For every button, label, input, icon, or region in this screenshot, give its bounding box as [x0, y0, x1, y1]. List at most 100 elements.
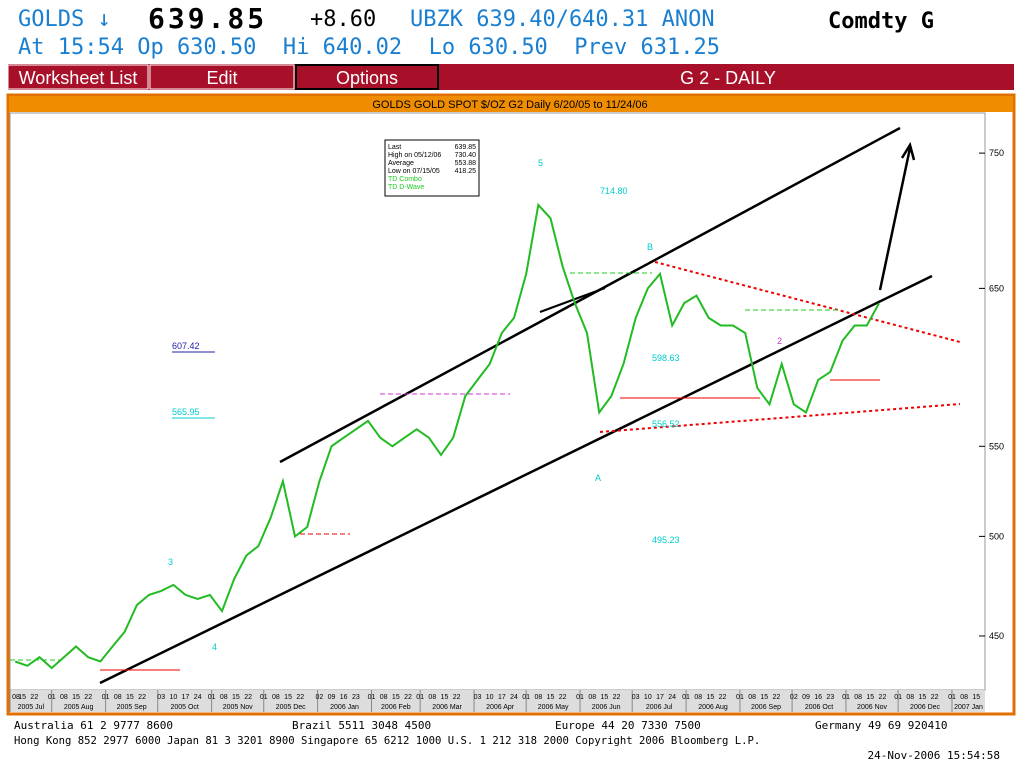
- x-day-label: 16: [814, 694, 822, 701]
- footer-text: Brazil 5511 3048 4500: [292, 719, 431, 732]
- x-day-label: 08: [114, 694, 122, 701]
- x-day-label: 08: [272, 694, 280, 701]
- panel-title: G 2 - DAILY: [680, 68, 776, 88]
- x-month-label: 2006 Jul: [646, 704, 673, 711]
- x-month-label: 2005 Aug: [64, 704, 94, 711]
- x-day-label: 08: [428, 694, 436, 701]
- x-month-label: 2006 Sep: [751, 704, 781, 711]
- info-box: [384, 139, 480, 197]
- x-day-label: 01: [416, 694, 424, 701]
- x-day-label: 03: [632, 694, 640, 701]
- x-day-label: 22: [613, 694, 621, 701]
- x-day-label: 08: [12, 694, 20, 701]
- menu-button[interactable]: [7, 64, 149, 90]
- x-day-label: 15: [126, 694, 134, 701]
- trend-line: [99, 274, 933, 685]
- info-value: 553.88: [455, 160, 477, 167]
- x-day-label: 23: [352, 694, 360, 701]
- menu-label[interactable]: Options: [336, 68, 398, 88]
- annotations: 714.80 607.42 565.95 598.63 556.52 495.2…: [168, 158, 782, 652]
- trend-line: [539, 287, 606, 313]
- last-price: 639.85: [148, 2, 267, 35]
- x-day-label: 01: [48, 694, 56, 701]
- x-month-label: 2005 Oct: [170, 704, 198, 711]
- arrow: [878, 147, 912, 291]
- x-month-label: 2005 Dec: [276, 704, 306, 711]
- x-day-label: 01: [522, 694, 530, 701]
- x-day-label: 22: [296, 694, 304, 701]
- menu-button[interactable]: [295, 64, 439, 90]
- info-value: 730.40: [455, 152, 477, 159]
- x-day-label: 22: [453, 694, 461, 701]
- x-day-label: 22: [138, 694, 146, 701]
- x-day-label: 08: [960, 694, 968, 701]
- annotation: 598.63: [652, 353, 680, 363]
- footer-text: Germany 49 69 920410: [815, 719, 947, 732]
- annotation: 565.95: [172, 407, 200, 417]
- x-month-label: 2006 Aug: [698, 704, 728, 711]
- x-month-label: 2005 Jul: [18, 704, 45, 711]
- x-day-label: 22: [773, 694, 781, 701]
- x-day-label: 10: [486, 694, 494, 701]
- x-day-label: 03: [474, 694, 482, 701]
- x-day-label: 22: [404, 694, 412, 701]
- x-month-label: 2006 May: [538, 704, 569, 711]
- footer-text: Europe 44 20 7330 7500: [555, 719, 701, 732]
- menu-label[interactable]: Worksheet List: [19, 68, 138, 88]
- change: +8.60: [310, 7, 376, 32]
- chart-title: GOLDS GOLD SPOT $/OZ G2 Daily 6/20/05 to…: [372, 99, 647, 111]
- y-tick-label: 450: [989, 631, 1004, 641]
- menu-label[interactable]: Edit: [206, 68, 237, 88]
- x-day-label: 22: [244, 694, 252, 701]
- x-day-label: 08: [588, 694, 596, 701]
- x-day-label: 15: [760, 694, 768, 701]
- x-day-label: 01: [894, 694, 902, 701]
- x-month-label: 2006 Nov: [857, 704, 887, 711]
- annotation: B: [647, 242, 653, 252]
- x-day-label: 08: [220, 694, 228, 701]
- footer-text: Hong Kong 852 2977 6000 Japan 81 3 3201 …: [14, 735, 760, 747]
- info-label: Low on 07/15/05: [388, 168, 440, 175]
- x-day-label: 10: [169, 694, 177, 701]
- x-day-label: 22: [879, 694, 887, 701]
- x-day-label: 15: [919, 694, 927, 701]
- x-day-label: 17: [656, 694, 664, 701]
- x-day-label: 15: [284, 694, 292, 701]
- x-day-label: 15: [547, 694, 555, 701]
- x-day-label: 22: [84, 694, 92, 701]
- x-day-label: 24: [510, 694, 518, 701]
- footer-text: Australia 61 2 9777 8600: [14, 719, 173, 732]
- x-day-label: 01: [368, 694, 376, 701]
- x-day-label: 15: [972, 694, 980, 701]
- x-day-label: 22: [559, 694, 567, 701]
- x-axis-band: [10, 690, 985, 712]
- x-day-label: 01: [682, 694, 690, 701]
- annotation: 607.42: [172, 341, 200, 351]
- x-day-label: 17: [498, 694, 506, 701]
- x-day-label: 15: [866, 694, 874, 701]
- footer-text: 24-Nov-2006 15:54:58: [868, 749, 1000, 762]
- x-month-label: 2006 Jun: [592, 704, 621, 711]
- annotation: 495.23: [652, 535, 680, 545]
- x-day-label: 15: [72, 694, 80, 701]
- x-day-label: 08: [60, 694, 68, 701]
- x-day-label: 02: [315, 694, 323, 701]
- x-day-label: 01: [576, 694, 584, 701]
- annotation: 4: [212, 642, 217, 652]
- x-month-label: 2006 Oct: [805, 704, 833, 711]
- menu-button[interactable]: [149, 64, 295, 90]
- trend-line: [654, 261, 961, 343]
- x-day-label: 23: [826, 694, 834, 701]
- x-day-label: 03: [157, 694, 165, 701]
- chart-title-bar: [9, 96, 1013, 112]
- footer: Australia 61 2 9777 8600 Brazil 5511 304…: [14, 719, 1000, 762]
- x-day-label: 15: [232, 694, 240, 701]
- x-day-label: 15: [18, 694, 26, 701]
- x-day-label: 01: [102, 694, 110, 701]
- quote-line: At 15:54 Op 630.50 Hi 640.02 Lo 630.50 P…: [18, 35, 720, 60]
- y-tick-label: 500: [989, 531, 1004, 541]
- x-day-label: 22: [719, 694, 727, 701]
- info-label: Last: [388, 144, 401, 151]
- ticker: GOLDS ↓: [18, 7, 111, 32]
